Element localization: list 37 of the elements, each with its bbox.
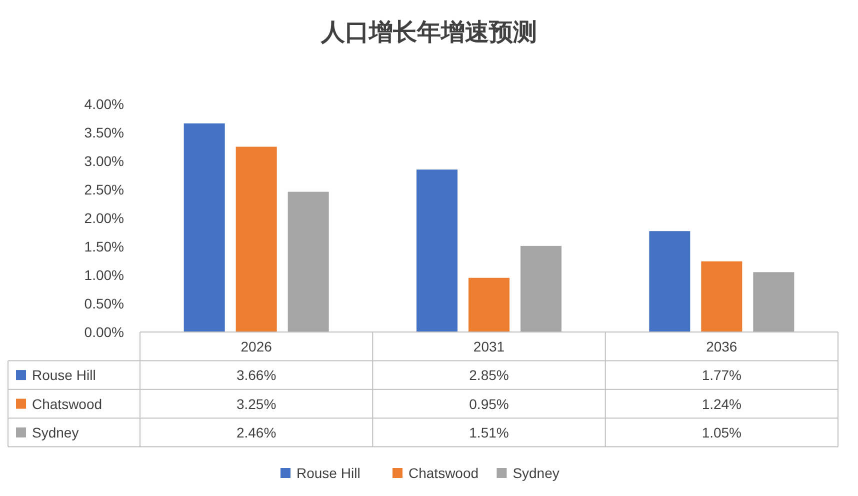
data-label: 0.95%	[469, 396, 509, 412]
bar	[288, 192, 329, 332]
x-tick-label: 2026	[240, 338, 272, 354]
y-tick-label: 1.00%	[84, 267, 124, 283]
text: Rouse Hill	[296, 465, 360, 481]
data-label: 3.25%	[236, 396, 276, 412]
bar	[701, 261, 742, 332]
x-tick-label: 2031	[473, 338, 505, 354]
y-tick-label: 3.50%	[84, 124, 124, 140]
data-label: 2.46%	[236, 424, 276, 440]
bar	[236, 146, 277, 332]
bar	[184, 123, 225, 332]
legend-label: Rouse Hill	[32, 367, 96, 384]
legend-label: Sydney	[512, 465, 560, 481]
text: Sydney	[32, 424, 79, 440]
y-tick-label: 3.00%	[84, 153, 124, 169]
bar	[468, 278, 510, 332]
data-label: 2.85%	[469, 367, 509, 384]
data-label: 1.77%	[702, 367, 742, 384]
y-tick-label: 0.50%	[84, 296, 124, 312]
chart-title: 人口增长年增速预测	[320, 19, 537, 46]
text: Chatswood	[32, 396, 102, 412]
data-label: 1.05%	[702, 424, 742, 440]
data-label: 1.51%	[469, 424, 509, 440]
data-label: 3.66%	[236, 367, 276, 384]
bar	[753, 272, 794, 332]
y-tick-label: 4.00%	[84, 96, 124, 112]
data-label: 1.24%	[702, 396, 742, 412]
y-tick-label: 2.50%	[84, 182, 124, 198]
bar	[416, 170, 458, 332]
bar	[649, 231, 690, 332]
y-tick-label: 2.00%	[84, 210, 124, 226]
legend-label: Chatswood	[408, 465, 479, 481]
x-tick-label: 2036	[706, 338, 738, 354]
bar	[520, 246, 562, 332]
y-tick-label: 0.00%	[84, 324, 124, 340]
y-tick-label: 1.50%	[84, 238, 124, 254]
